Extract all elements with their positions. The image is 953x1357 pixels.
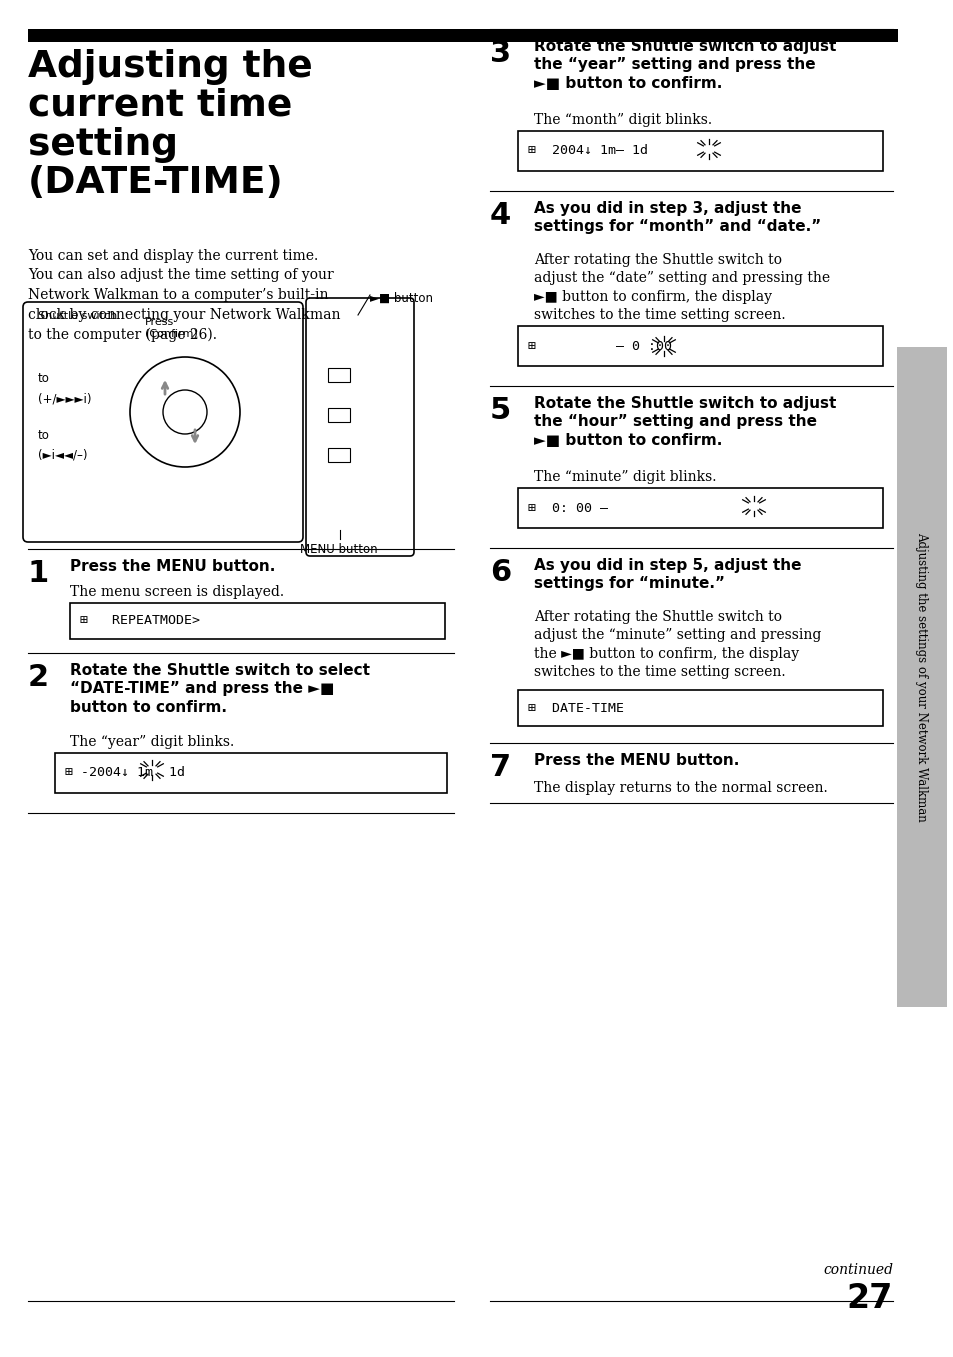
Bar	[517, 689, 882, 726]
Text: 3: 3	[490, 39, 511, 68]
Text: As you did in step 5, adjust the
settings for “minute.”: As you did in step 5, adjust the setting…	[534, 558, 801, 592]
Text: ⊞  0: 00 —: ⊞ 0: 00 —	[527, 502, 607, 514]
Bar	[28, 28, 897, 42]
Text: You can set and display the current time.
You can also adjust the time setting o: You can set and display the current time…	[28, 248, 340, 342]
Text: The menu screen is displayed.: The menu screen is displayed.	[70, 585, 284, 598]
Text: ⊞          — 0 :00: ⊞ — 0 :00	[527, 339, 671, 353]
Text: The “year” digit blinks.: The “year” digit blinks.	[70, 735, 234, 749]
Bar	[896, 347, 946, 1007]
Text: 4: 4	[490, 201, 511, 229]
Text: ⊞ -2004↓ 1m  1d: ⊞ -2004↓ 1m 1d	[65, 767, 185, 779]
Bar	[55, 753, 447, 792]
Bar	[328, 368, 350, 383]
Text: Shuttle switch: Shuttle switch	[38, 311, 117, 322]
Text: As you did in step 3, adjust the
settings for “month” and “date.”: As you did in step 3, adjust the setting…	[534, 201, 821, 235]
Text: 2: 2	[28, 664, 49, 692]
Text: 6: 6	[490, 558, 511, 588]
Bar	[517, 489, 882, 528]
Bar	[328, 408, 350, 422]
Text: The display returns to the normal screen.: The display returns to the normal screen…	[534, 782, 827, 795]
Bar	[517, 326, 882, 366]
Text: The “minute” digit blinks.: The “minute” digit blinks.	[534, 470, 716, 484]
Text: to: to	[38, 429, 50, 442]
Text: Rotate the Shuttle switch to adjust
the “hour” setting and press the
►■ button t: Rotate the Shuttle switch to adjust the …	[534, 396, 836, 448]
Text: 5: 5	[490, 396, 511, 425]
Text: Adjusting the
current time
setting
(DATE-TIME): Adjusting the current time setting (DATE…	[28, 49, 313, 201]
Text: Rotate the Shuttle switch to select
“DATE-TIME” and press the ►■
button to confi: Rotate the Shuttle switch to select “DAT…	[70, 664, 370, 715]
FancyBboxPatch shape	[23, 303, 303, 541]
Text: to: to	[38, 372, 50, 385]
Bar	[328, 448, 350, 461]
Text: 7: 7	[490, 753, 511, 782]
Text: ►■ button: ►■ button	[370, 292, 433, 305]
Text: Press the MENU button.: Press the MENU button.	[70, 559, 275, 574]
Text: Rotate the Shuttle switch to adjust
the “year” setting and press the
►■ button t: Rotate the Shuttle switch to adjust the …	[534, 39, 836, 91]
Text: ⊞  2004↓ 1m— 1d: ⊞ 2004↓ 1m— 1d	[527, 144, 647, 157]
Text: Adjusting the settings of your Network Walkman: Adjusting the settings of your Network W…	[915, 532, 927, 822]
Text: Press
(Confirm): Press (Confirm)	[145, 318, 197, 339]
Text: 27: 27	[845, 1282, 892, 1315]
Bar	[70, 603, 444, 639]
Text: 1: 1	[28, 559, 50, 588]
Text: Press the MENU button.: Press the MENU button.	[534, 753, 739, 768]
Text: (+/►►►i): (+/►►►i)	[38, 392, 91, 404]
Text: After rotating the Shuttle switch to
adjust the “date” setting and pressing the
: After rotating the Shuttle switch to adj…	[534, 252, 829, 322]
Bar	[517, 132, 882, 171]
Text: MENU button: MENU button	[299, 543, 377, 556]
Text: ⊞   REPEATMODE>: ⊞ REPEATMODE>	[80, 615, 200, 627]
Text: (►i◄◄/–): (►i◄◄/–)	[38, 449, 88, 461]
Text: The “month” digit blinks.: The “month” digit blinks.	[534, 113, 711, 128]
Text: continued: continued	[822, 1263, 892, 1277]
Text: After rotating the Shuttle switch to
adjust the “minute” setting and pressing
th: After rotating the Shuttle switch to adj…	[534, 611, 821, 680]
Text: ⊞  DATE-TIME: ⊞ DATE-TIME	[527, 702, 623, 715]
FancyBboxPatch shape	[306, 299, 414, 556]
